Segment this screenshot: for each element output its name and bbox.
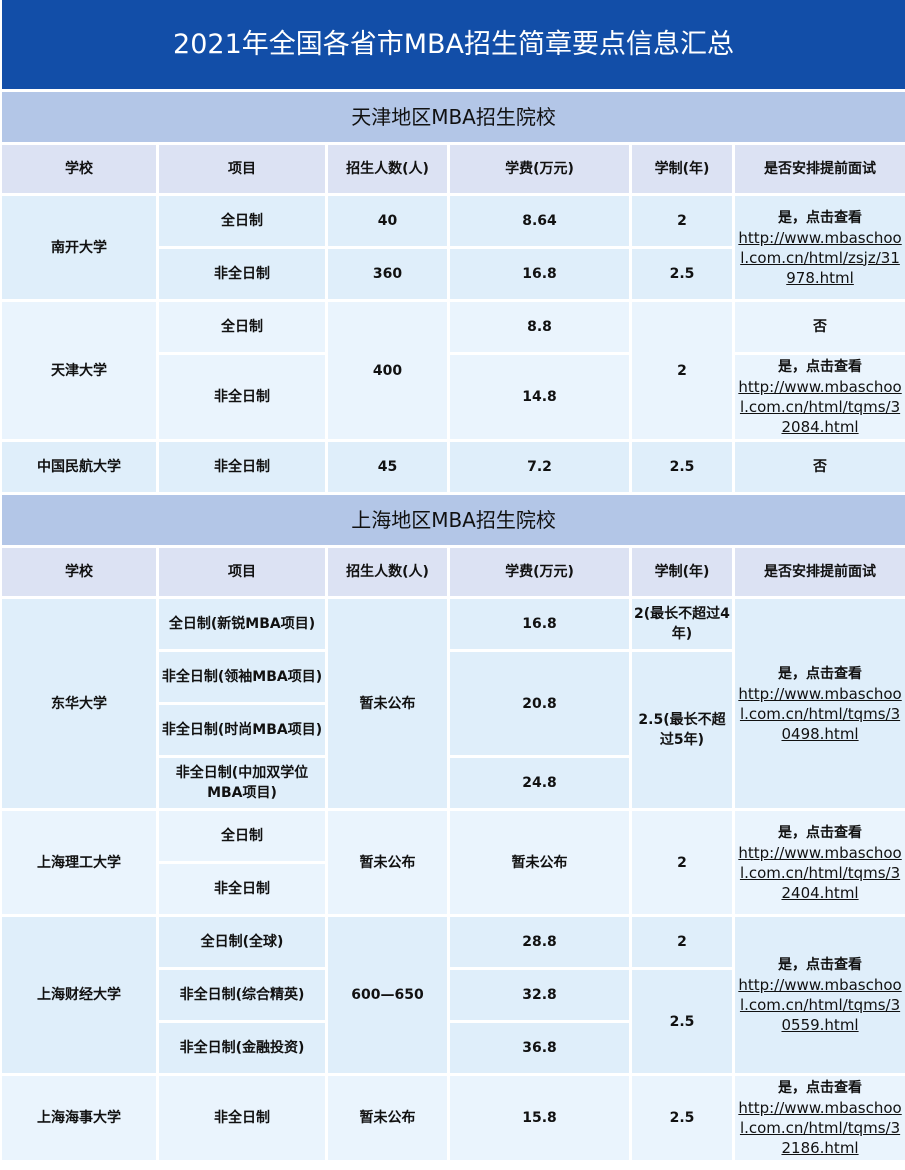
header-tuition: 学费(万元) xyxy=(450,145,629,193)
link-label: 是，点击查看 xyxy=(778,1080,863,1096)
enrollment-cell: 暂未公布 xyxy=(328,1076,447,1160)
school-cell: 天津大学 xyxy=(2,302,156,439)
header-duration: 学制(年) xyxy=(632,548,732,596)
interview-cell: 是，点击查看 http://www.mbaschool.com.cn/html/t… xyxy=(735,355,905,439)
program-cell: 全日制 xyxy=(159,302,325,352)
tuition-cell: 14.8 xyxy=(450,355,629,439)
interview-cell: 否 xyxy=(735,442,905,492)
program-cell: 非全日制 xyxy=(159,864,325,914)
interview-cell: 否 xyxy=(735,302,905,352)
tuition-cell: 28.8 xyxy=(450,917,629,967)
tuition-cell: 16.8 xyxy=(450,249,629,299)
tuition-cell: 15.8 xyxy=(450,1076,629,1160)
header-school: 学校 xyxy=(2,145,156,193)
program-cell: 非全日制(金融投资) xyxy=(159,1023,325,1073)
school-cell: 东华大学 xyxy=(2,599,156,808)
link-label: 是，点击查看 xyxy=(778,359,863,375)
enrollment-cell: 600—650 xyxy=(328,917,447,1073)
header-enrollment: 招生人数(人) xyxy=(328,145,447,193)
duration-cell: 2.5 xyxy=(632,442,732,492)
tuition-cell: 8.8 xyxy=(450,302,629,352)
program-cell: 全日制(全球) xyxy=(159,917,325,967)
page-title: 2021年全国各省市MBA招生简章要点信息汇总 xyxy=(2,0,905,89)
school-cell: 中国民航大学 xyxy=(2,442,156,492)
school-cell: 上海理工大学 xyxy=(2,811,156,914)
section-title-shanghai: 上海地区MBA招生院校 xyxy=(2,495,905,545)
duration-cell: 2.5(最长不超过5年) xyxy=(632,652,732,808)
enrollment-cell: 暂未公布 xyxy=(328,599,447,808)
interview-cell: 是，点击查看 http://www.mbaschool.com.cn/html/t… xyxy=(735,599,905,808)
program-cell: 非全日制 xyxy=(159,442,325,492)
program-cell: 非全日制 xyxy=(159,249,325,299)
duration-cell: 2.5 xyxy=(632,1076,732,1160)
duration-cell: 2.5 xyxy=(632,970,732,1073)
tuition-cell: 24.8 xyxy=(450,758,629,808)
tuition-cell: 36.8 xyxy=(450,1023,629,1073)
tuition-cell: 暂未公布 xyxy=(450,811,629,914)
interview-cell: 是，点击查看 http://www.mbaschool.com.cn/html/z… xyxy=(735,196,905,299)
tuition-cell: 16.8 xyxy=(450,599,629,649)
duration-cell: 2 xyxy=(632,196,732,246)
program-cell: 非全日制(综合精英) xyxy=(159,970,325,1020)
program-cell: 非全日制 xyxy=(159,355,325,439)
link-label: 是，点击查看 xyxy=(778,665,863,682)
interview-link[interactable]: http://www.mbaschool.com.cn/html/tqms/32… xyxy=(738,1099,902,1157)
section-title-tianjin: 天津地区MBA招生院校 xyxy=(2,92,905,142)
header-enrollment: 招生人数(人) xyxy=(328,548,447,596)
link-label: 是，点击查看 xyxy=(778,824,863,841)
header-program: 项目 xyxy=(159,548,325,596)
enrollment-cell: 40 xyxy=(328,196,447,246)
link-label: 是，点击查看 xyxy=(778,957,863,973)
program-cell: 全日制 xyxy=(159,196,325,246)
tuition-cell: 32.8 xyxy=(450,970,629,1020)
header-tuition: 学费(万元) xyxy=(450,548,629,596)
program-cell: 全日制 xyxy=(159,811,325,861)
enrollment-cell: 400 xyxy=(328,302,447,439)
interview-cell: 是，点击查看 http://www.mbaschool.com.cn/html/t… xyxy=(735,917,905,1073)
duration-cell: 2.5 xyxy=(632,249,732,299)
program-cell: 非全日制(时尚MBA项目) xyxy=(159,705,325,755)
interview-link[interactable]: http://www.mbaschool.com.cn/html/tqms/30… xyxy=(738,684,902,743)
program-cell: 非全日制(中加双学位MBA项目) xyxy=(159,758,325,808)
duration-cell: 2 xyxy=(632,302,732,439)
program-cell: 非全日制(领袖MBA项目) xyxy=(159,652,325,702)
interview-link[interactable]: http://www.mbaschool.com.cn/html/tqms/32… xyxy=(738,843,902,902)
tuition-cell: 7.2 xyxy=(450,442,629,492)
enrollment-cell: 45 xyxy=(328,442,447,492)
link-label: 是，点击查看 xyxy=(778,209,863,226)
header-interview: 是否安排提前面试 xyxy=(735,145,905,193)
program-cell: 非全日制 xyxy=(159,1076,325,1160)
header-duration: 学制(年) xyxy=(632,145,732,193)
interview-cell: 是，点击查看 http://www.mbaschool.com.cn/html/t… xyxy=(735,811,905,914)
program-cell: 全日制(新锐MBA项目) xyxy=(159,599,325,649)
header-school: 学校 xyxy=(2,548,156,596)
school-cell: 南开大学 xyxy=(2,196,156,299)
duration-cell: 2(最长不超过4年) xyxy=(632,599,732,649)
interview-link[interactable]: http://www.mbaschool.com.cn/html/zsjz/31… xyxy=(738,228,902,287)
interview-link[interactable]: http://www.mbaschool.com.cn/html/tqms/32… xyxy=(738,378,902,436)
header-program: 项目 xyxy=(159,145,325,193)
enrollment-cell: 360 xyxy=(328,249,447,299)
school-cell: 上海财经大学 xyxy=(2,917,156,1073)
duration-cell: 2 xyxy=(632,811,732,914)
tuition-cell: 20.8 xyxy=(450,652,629,755)
header-interview: 是否安排提前面试 xyxy=(735,548,905,596)
school-cell: 上海海事大学 xyxy=(2,1076,156,1160)
interview-cell: 是，点击查看 http://www.mbaschool.com.cn/html/t… xyxy=(735,1076,905,1160)
interview-link[interactable]: http://www.mbaschool.com.cn/html/tqms/30… xyxy=(738,976,902,1034)
duration-cell: 2 xyxy=(632,917,732,967)
tuition-cell: 8.64 xyxy=(450,196,629,246)
enrollment-cell: 暂未公布 xyxy=(328,811,447,914)
